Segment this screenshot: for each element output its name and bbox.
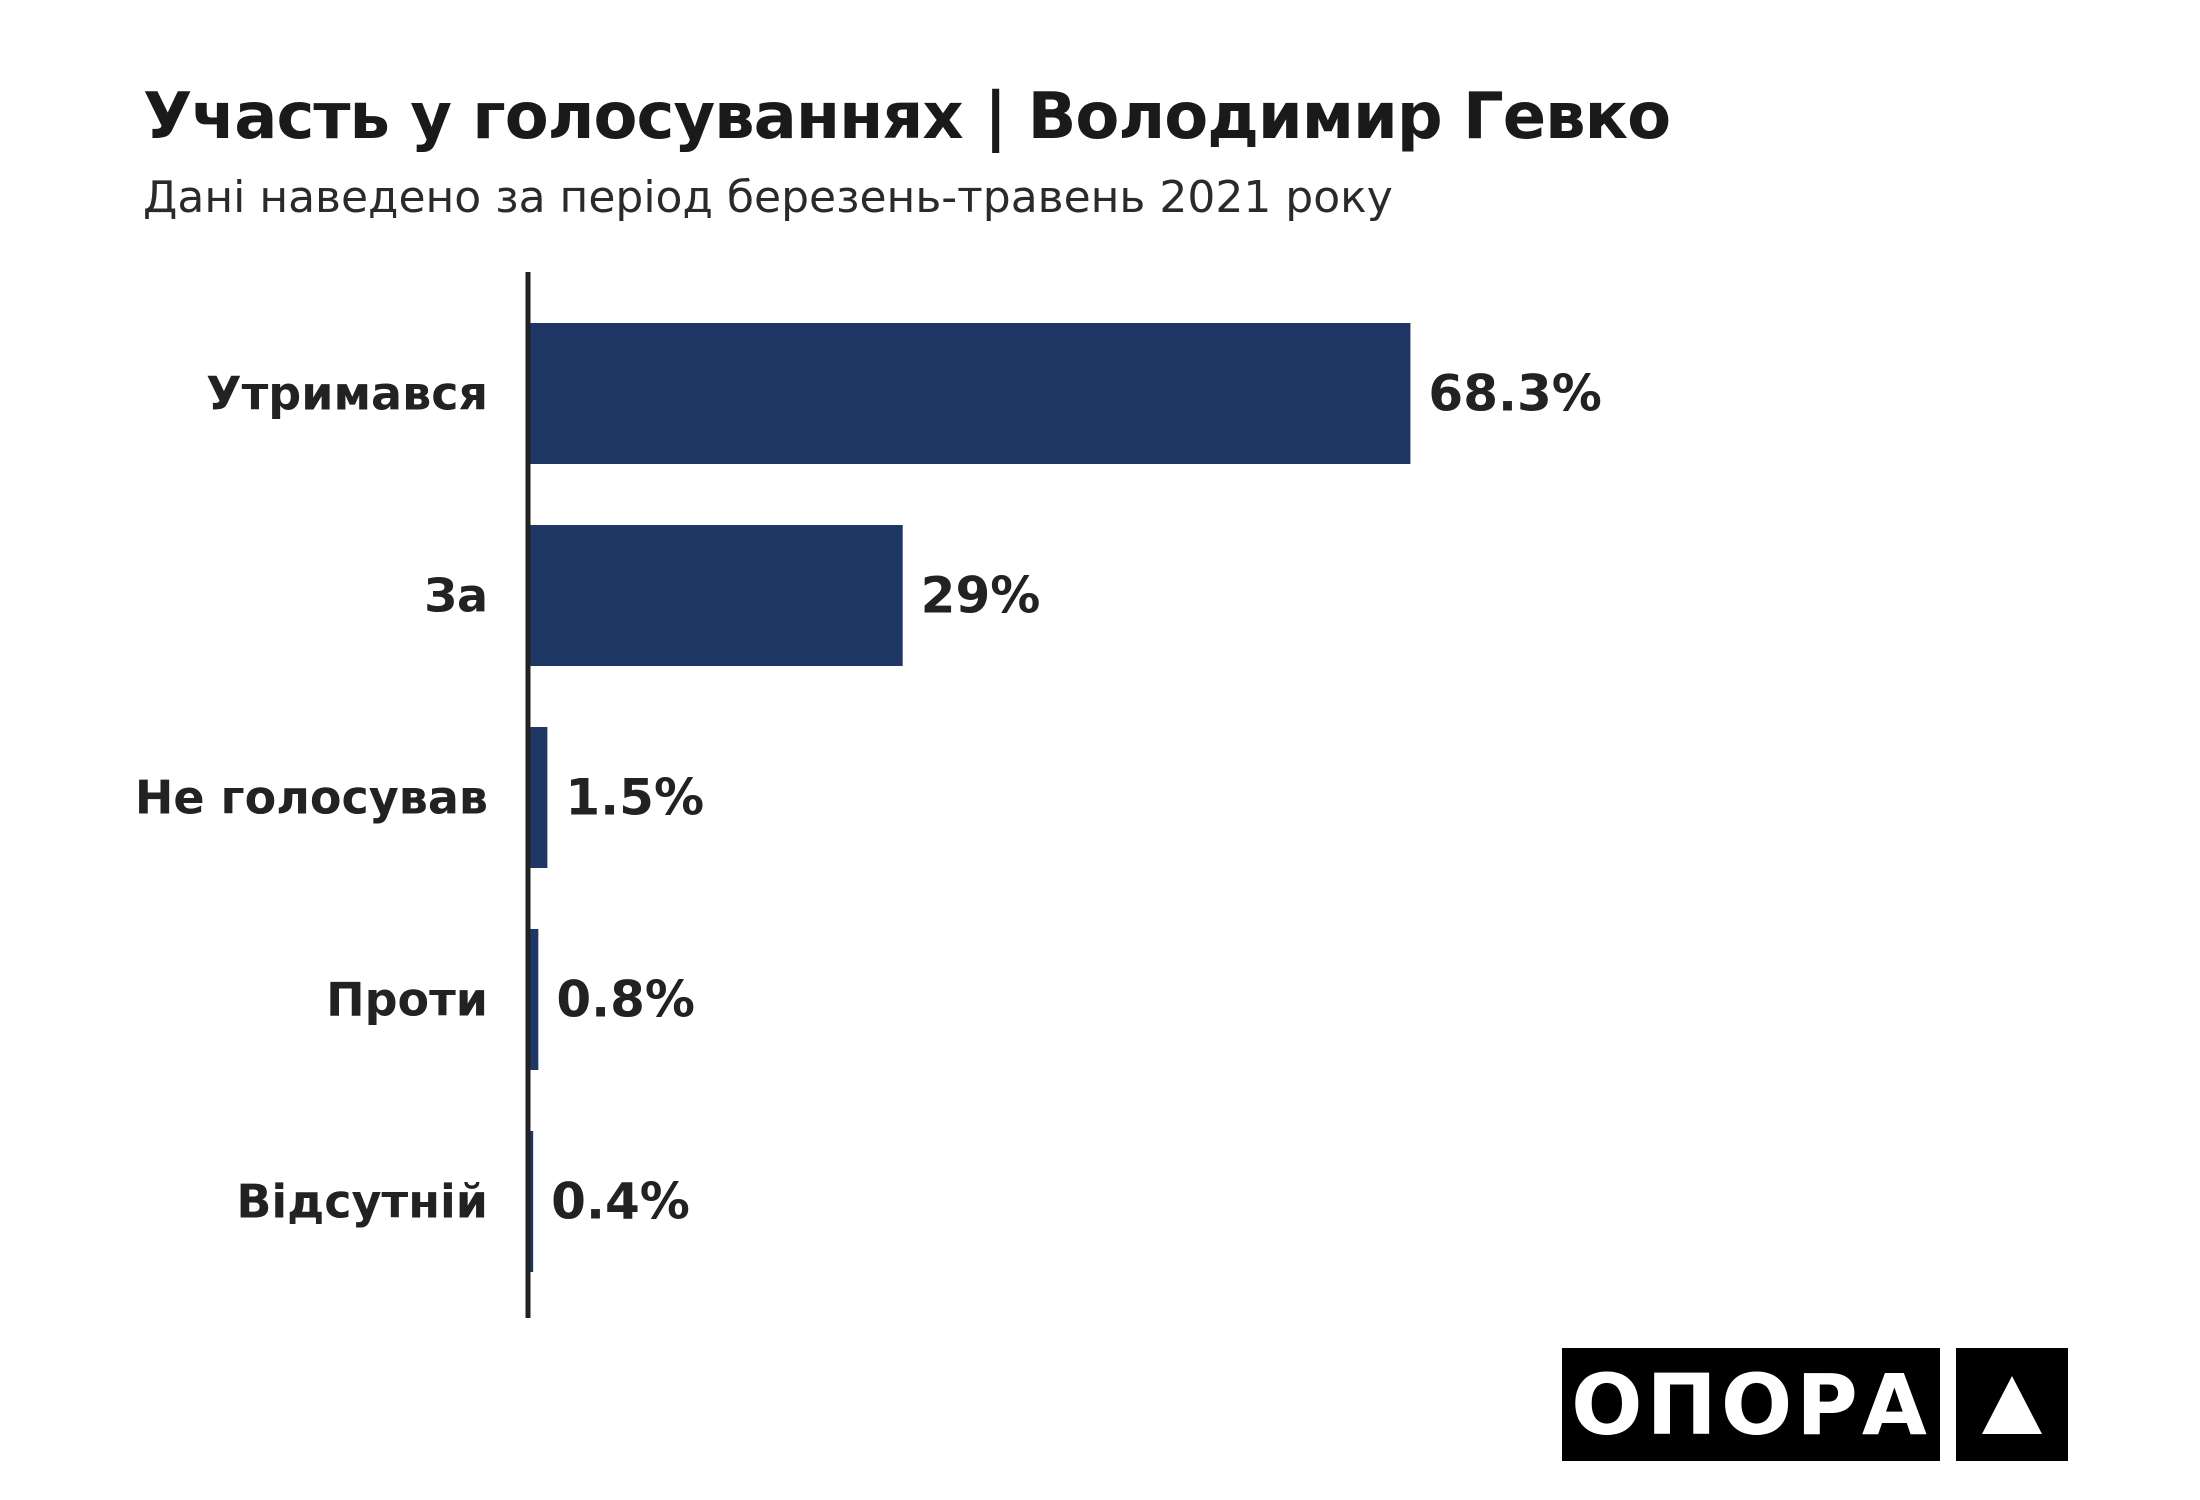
opora-logo: ОПОРА (1562, 1348, 1940, 1461)
opora-logo-text: ОПОРА (1571, 1355, 1931, 1454)
value-label-0: 68.3% (1428, 365, 1601, 423)
bar-4 (528, 1131, 534, 1272)
value-label-2: 1.5% (565, 769, 704, 827)
bar-0 (528, 323, 1411, 464)
category-label-1: За (424, 569, 488, 623)
chart-title: Участь у голосуваннях | Володимир Гевко (143, 80, 1671, 154)
category-label-0: Утримався (206, 367, 488, 421)
category-label-4: Відсутній (236, 1175, 488, 1229)
triangle-icon (1982, 1376, 2042, 1434)
value-label-3: 0.8% (556, 971, 695, 1029)
category-label-2: Не голосував (135, 771, 488, 825)
value-label-4: 0.4% (551, 1173, 690, 1231)
bar-3 (528, 929, 539, 1070)
chart-subtitle: Дані наведено за період березень-травень… (143, 172, 1393, 223)
bar-2 (528, 727, 548, 868)
opora-logo-mark (1956, 1348, 2068, 1461)
value-label-1: 29% (921, 567, 1041, 625)
category-label-3: Проти (326, 973, 488, 1027)
bar-1 (528, 525, 903, 666)
